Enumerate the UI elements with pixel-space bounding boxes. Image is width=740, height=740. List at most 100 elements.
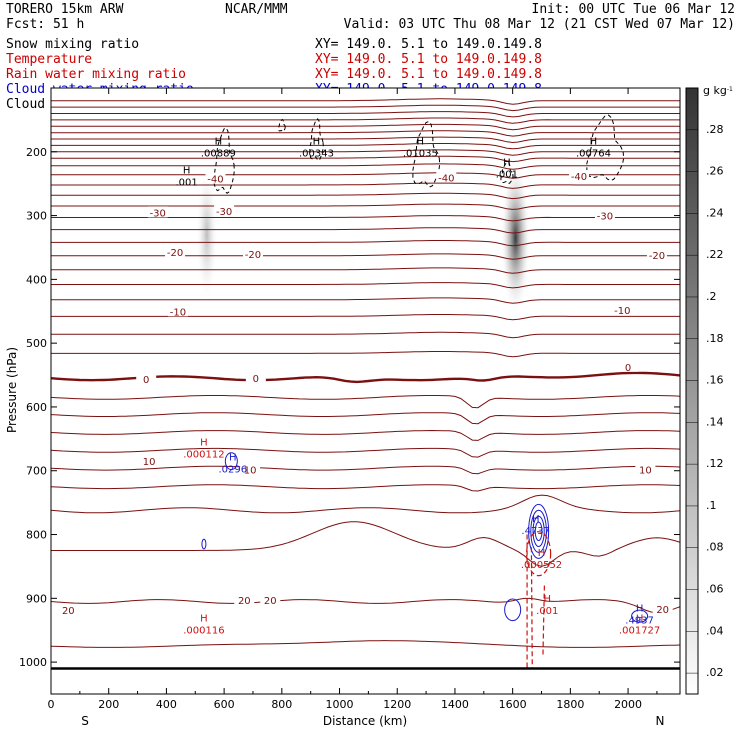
rain-water-contour [542, 585, 545, 656]
isotherm-label-bg [646, 249, 667, 261]
high-value-label: .00889 [201, 149, 236, 160]
y-tick-label: 600 [26, 401, 47, 414]
high-value-label: .001727 [619, 626, 660, 637]
colorbar-unit: g kg-1 [703, 84, 733, 97]
colorbar-tick-label: .06 [706, 583, 724, 596]
cloud-water-contours [201, 452, 649, 623]
colorbar-tick-label: .22 [706, 248, 724, 261]
isotherm-label-bg [436, 171, 457, 183]
high-value-label: .0296 [218, 464, 247, 475]
x-tick-label: 800 [271, 698, 292, 711]
cloud-ice-contours [213, 114, 625, 194]
isotherm [51, 351, 680, 358]
isotherm-label: 20 [238, 596, 251, 607]
isotherm [51, 123, 680, 131]
isotherm [51, 117, 680, 124]
high-marker: H [636, 614, 644, 625]
isotherm [51, 282, 680, 289]
isotherm-label-bg [214, 205, 235, 217]
isotherm-label-bg [635, 463, 656, 475]
high-marker: H [544, 594, 552, 605]
forecast-hour: Fcst: 51 h [6, 17, 84, 32]
cloud-water-contour [532, 515, 545, 547]
isotherm-labels: -40 -40 -40 -30 -30 -30 -20 -20 -20 -10 -10 0 0 0 10 10… [58, 170, 673, 617]
isotherm [51, 267, 680, 274]
rain-water-contour [530, 547, 533, 669]
x-tick-label: 2000 [614, 698, 642, 711]
isotherm [51, 640, 680, 648]
cloud-ice-contour [278, 119, 286, 133]
isotherm [51, 136, 680, 144]
isotherm [51, 203, 680, 210]
isotherm [51, 465, 680, 475]
colorbar-tick-label: .24 [706, 206, 724, 219]
cloud-water-contour [530, 509, 547, 553]
y-tick-label: 300 [26, 210, 47, 223]
isotherm [51, 149, 680, 156]
cloud-water-contour [224, 452, 238, 471]
isotherm-label-bg [147, 206, 168, 218]
center-label: NCAR/MMM [225, 2, 288, 17]
plot-background [51, 88, 680, 694]
high-value-label: .001 [536, 606, 558, 617]
isotherm-label: -10 [614, 306, 630, 317]
colorbar [685, 87, 699, 695]
isotherm-label: 20 [264, 596, 277, 607]
isotherm [51, 297, 680, 304]
isotherm [51, 163, 680, 170]
y-tick-label: 800 [26, 529, 47, 542]
colorbar-tick-label: .02 [706, 666, 724, 679]
isotherm-label: 10 [143, 457, 156, 468]
cloud-ice-contour [586, 114, 625, 182]
isotherm-label: -20 [167, 248, 183, 259]
temperature-isotherms [51, 98, 680, 648]
isotherm [51, 155, 680, 163]
cloud-ice-contour [412, 120, 441, 188]
isotherm [51, 240, 680, 247]
isotherm-label: -10 [170, 307, 186, 318]
isotherm-label-bg [569, 170, 590, 182]
isotherm [51, 253, 680, 260]
high-value-label: .001 [175, 177, 197, 188]
isotherm-label-bg [167, 305, 188, 317]
isotherm [51, 331, 680, 339]
isotherm-label: 10 [639, 465, 652, 476]
high-value-label: .4937 [625, 616, 654, 627]
left-endpoint-label: S [81, 714, 89, 728]
high-marker: H [590, 137, 598, 148]
isotherm-label-bg [618, 360, 639, 372]
x-tick-label: 1200 [383, 698, 411, 711]
x-tick-label: 1400 [441, 698, 469, 711]
isotherm [51, 98, 680, 105]
x-tick-label: 600 [214, 698, 235, 711]
high-marker: H [200, 438, 208, 449]
cloud-water-contour [201, 538, 207, 550]
colorbar-tick-label: .2 [706, 290, 717, 303]
isotherm-label: -30 [597, 212, 613, 223]
cloud-water-contour [631, 609, 649, 623]
isotherm-label: -40 [207, 175, 223, 186]
isotherm-label-bg [136, 372, 157, 384]
colorbar-tick-label: .12 [706, 457, 724, 470]
maxima-labels: H.00889H.00343H.01035H.001H.00764H.001H.… [175, 137, 660, 637]
rain-water-contours [526, 531, 552, 669]
high-marker: H [215, 137, 223, 148]
isotherm [51, 494, 680, 514]
colorbar-tick-label: .08 [706, 541, 724, 554]
isotherm-label-bg [242, 247, 263, 259]
cloud-ice-contour [309, 118, 324, 162]
right-endpoint-label: N [656, 714, 665, 728]
high-marker: H [200, 614, 208, 625]
y-tick-label: 200 [26, 146, 47, 159]
isotherm-label-bg [245, 372, 266, 384]
valid-time: Valid: 03 UTC Thu 08 Mar 12 (21 CST Wed … [344, 17, 735, 32]
cloud-water-contour [534, 521, 543, 542]
colorbar-tick-label: .18 [706, 332, 724, 345]
cloud-ice-contour [500, 161, 514, 185]
legend-xy: XY= 149.0. 5.1 to 149.0.149.8 [315, 37, 542, 52]
isotherm-label: -20 [649, 251, 665, 262]
high-value-label: .000116 [183, 626, 224, 637]
isotherm-label: 0 [625, 363, 631, 374]
